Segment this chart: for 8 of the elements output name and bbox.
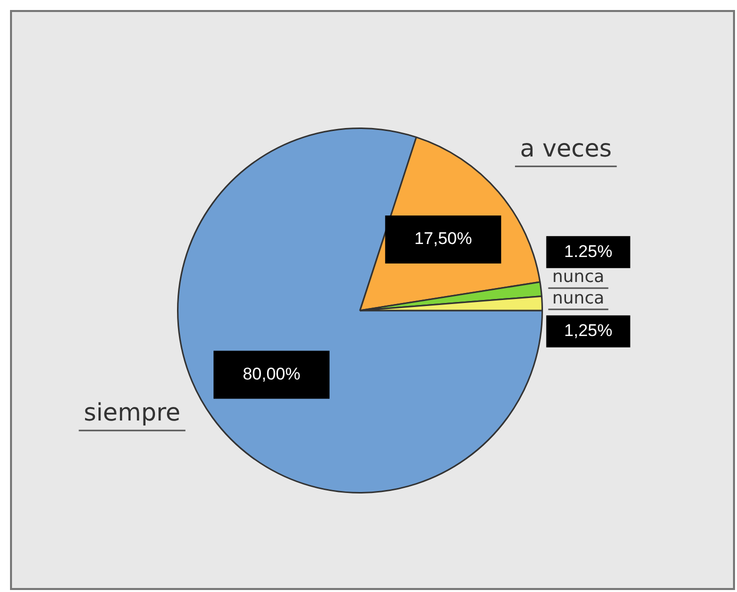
slice-label: nunca	[552, 267, 604, 287]
data-label: 1.25%	[564, 242, 612, 261]
data-label: 80,00%	[242, 364, 300, 384]
data-label: 1,25%	[564, 321, 612, 340]
data-label: 17,50%	[414, 229, 472, 248]
slice-label: nunca	[552, 288, 604, 308]
slice-label: a veces	[520, 134, 612, 163]
slice-label: siempre	[84, 398, 180, 427]
